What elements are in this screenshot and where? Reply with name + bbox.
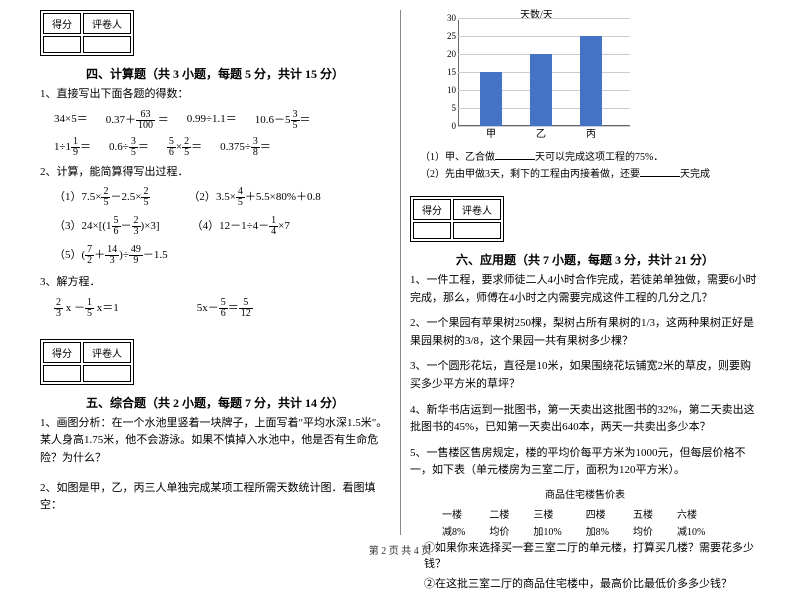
section-6-title: 六、应用题（共 7 小题，每题 3 分，共计 21 分） — [410, 251, 760, 268]
q4-3: 3、解方程． — [40, 274, 390, 292]
eq-row-4: （3）24×[(156－23)×3] （4）12－1÷4－14×7 — [40, 216, 390, 237]
eq: （3）24×[(156－23)×3] — [54, 216, 160, 237]
q6-3: 3、一个圆形花坛，直径是10米，如果围绕花坛铺宽2米的草皮，则要购买多少平方米的… — [410, 358, 760, 393]
q6-4: 4、新华书店运到一批图书，第一天卖出这批图书的32%，第二天卖出这批图书的45%… — [410, 402, 760, 437]
eq-row-6: 23 x －15 x＝1 5x－56＝512 — [40, 298, 390, 319]
eq: 1÷119＝ — [54, 137, 91, 158]
eq: 5x－56＝512 — [197, 298, 253, 319]
grader-label: 评卷人 — [83, 13, 131, 34]
eq: 0.37＋63100 ＝ — [106, 110, 169, 131]
score-box: 得分评卷人 — [40, 10, 134, 56]
eq-row-3: （1）7.5×25－2.5×25 （2）3.5×45＋5.5×80%＋0.8 — [40, 187, 390, 208]
score-box-5: 得分评卷人 — [40, 339, 134, 385]
eq: 34×5＝ — [54, 110, 88, 131]
q6-2: 2、一个果园有苹果树250棵，梨树占所有果树的1/3，这两种果树正好是果园果树的… — [410, 315, 760, 350]
q5-2: 2、如图是甲，乙，丙三人单独完成某项工程所需天数统计图．看图填空： — [40, 480, 390, 515]
q4-1: 1、直接写出下面各题的得数： — [40, 86, 390, 104]
eq-row-2: 1÷119＝ 0.6÷35＝ 56×25＝ 0.375÷38＝ — [40, 137, 390, 158]
price-table: 一楼二楼三楼四楼五楼六楼减8%均价加10%加8%均价减10% — [430, 505, 717, 539]
fill-2: （2）先由甲做3天，剩下的工程由丙接着做，还要天完成 — [410, 165, 760, 182]
eq: （5）(72＋143)÷499－1.5 — [54, 245, 168, 266]
eq: （1）7.5×25－2.5×25 — [54, 187, 150, 208]
eq: （2）3.5×45＋5.5×80%＋0.8 — [188, 187, 320, 208]
fill-1: （1）甲、乙合做天可以完成这项工程的75%． — [410, 148, 760, 165]
eq: 56×25＝ — [167, 137, 202, 158]
eq: 0.6÷35＝ — [109, 137, 149, 158]
right-column: 天数/天 051015202530甲乙丙 （1）甲、乙合做天可以完成这项工程的7… — [410, 10, 760, 595]
column-divider — [400, 10, 401, 535]
eq: 23 x －15 x＝1 — [54, 298, 119, 319]
eq: 0.99÷1.1＝ — [187, 110, 237, 131]
q4-2: 2、计算，能简算得写出过程． — [40, 164, 390, 182]
q6-1: 1、一件工程，要求师徒二人4小时合作完成，若徒弟单独做，需要6小时完成，那么，师… — [410, 272, 760, 307]
section-4-title: 四、计算题（共 3 小题，每题 5 分，共计 15 分） — [40, 65, 390, 82]
eq: （4）12－1÷4－14×7 — [192, 216, 290, 237]
eq-row-5: （5）(72＋143)÷499－1.5 — [40, 245, 390, 266]
eq: 10.6－535＝ — [255, 110, 311, 131]
section-5-title: 五、综合题（共 2 小题，每题 7 分，共计 14 分） — [40, 394, 390, 411]
eq: 0.375÷38＝ — [220, 137, 271, 158]
eq-row-1: 34×5＝ 0.37＋63100 ＝ 0.99÷1.1＝ 10.6－535＝ — [40, 110, 390, 131]
q5-1: 1、画图分析：在一个水池里竖着一块牌子，上面写着"平均水深1.5米"。某人身高1… — [40, 415, 390, 468]
page-footer: 第 2 页 共 4 页 — [0, 542, 800, 557]
bar-chart: 天数/天 051015202530甲乙丙 — [440, 10, 640, 140]
blank-input[interactable] — [495, 148, 535, 160]
score-box-6: 得分评卷人 — [410, 196, 504, 242]
left-column: 得分评卷人 四、计算题（共 3 小题，每题 5 分，共计 15 分） 1、直接写… — [40, 10, 390, 595]
blank-input[interactable] — [640, 165, 680, 177]
q6-5: 5、一售楼区售房规定，楼的平均价每平方米为1000元，但每层价格不一，如下表（单… — [410, 445, 760, 480]
q6-5b: ②在这批三室二厅的商品住宅楼中，最高价比最低价多多少钱？ — [410, 575, 760, 591]
table-title: 商品住宅楼售价表 — [410, 486, 760, 501]
score-label: 得分 — [43, 13, 81, 34]
